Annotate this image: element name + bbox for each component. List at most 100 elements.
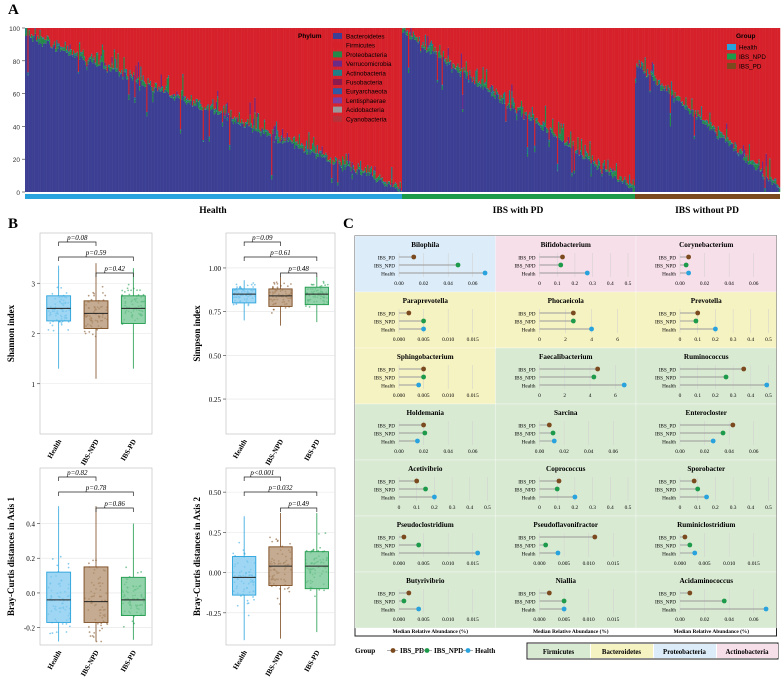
y-tick-label: 40: [13, 124, 21, 131]
row-label: IBS_NPD: [655, 431, 676, 437]
genus-title: Paraprevotella: [403, 297, 449, 305]
y-axis-label: Simpson index: [192, 305, 202, 362]
data-point: [313, 284, 315, 286]
data-point: [283, 283, 285, 285]
data-point: [269, 536, 271, 538]
row-label: IBS_PD: [659, 367, 677, 373]
genus-title: Corynebacterium: [679, 241, 733, 249]
data-point: [289, 543, 291, 545]
genus-title: Bilophila: [411, 241, 439, 249]
legend-label: IBS_PD: [400, 647, 424, 655]
x-tick-label: 4: [589, 393, 592, 399]
lollipop-dot: [695, 487, 700, 492]
genus-title: Ruminiclostridium: [677, 521, 735, 529]
lollipop-dot: [422, 431, 427, 436]
x-tick-label: 0.4: [747, 393, 754, 399]
x-tick-label: 0.2: [712, 505, 719, 511]
lollipop-dot: [415, 439, 420, 444]
row-label: IBS_NPD: [655, 375, 676, 381]
lollipop-dot: [730, 423, 735, 428]
x-tick-label: 0.3: [730, 337, 737, 343]
y-tick-label: 2: [32, 331, 36, 339]
data-point: [323, 589, 325, 591]
row-label: Health: [381, 271, 395, 277]
x-tick-label: 0.1: [554, 281, 561, 287]
data-point: [48, 329, 50, 331]
lollipop-dot: [694, 319, 699, 324]
genus-title: Sporobacter: [687, 465, 726, 473]
legend-label: Euryarchaeota: [346, 89, 387, 96]
row-label: IBS_PD: [378, 367, 396, 373]
x-tick-label: 0.00: [675, 281, 685, 287]
legend-swatch: [333, 42, 342, 48]
row-label: IBS_PD: [518, 423, 536, 429]
y-tick-label: -0.2: [24, 625, 36, 633]
lollipop-dot: [402, 599, 407, 604]
row-label: IBS_PD: [518, 255, 536, 261]
data-point: [88, 562, 90, 564]
row-label: IBS_PD: [659, 479, 677, 485]
x-tick-label: 0.1: [413, 505, 420, 511]
lollipop-dot: [456, 263, 461, 268]
x-tick-label: IBS-NPD: [264, 438, 285, 467]
data-point: [67, 329, 69, 331]
data-point: [66, 623, 68, 625]
lollipop-dot: [722, 599, 727, 604]
lollipop-dot: [686, 271, 691, 276]
group-strip-1: [402, 194, 635, 199]
x-tick-label: 0.5: [625, 281, 632, 287]
lollipop-dot: [622, 383, 627, 388]
x-tick-label: Health: [232, 438, 249, 460]
genus-title: Butyrivibrio: [406, 577, 445, 585]
data-point: [236, 284, 238, 286]
x-tick-label: 0.5: [484, 505, 491, 511]
panel-a-stacked-bars: [25, 28, 780, 192]
data-point: [89, 631, 91, 633]
data-point: [251, 284, 253, 286]
x-tick-label: 0.015: [607, 617, 619, 623]
data-point: [124, 291, 126, 293]
data-point: [56, 631, 58, 633]
x-tick-label: 0.015: [467, 337, 479, 343]
genus-title: Holdemania: [406, 409, 444, 417]
lollipop-dot: [423, 487, 428, 492]
x-tick-label: 0.005: [418, 337, 430, 343]
lollipop-dot: [592, 535, 597, 540]
data-point: [99, 630, 101, 632]
data-point: [276, 281, 278, 283]
lollipop-dot: [557, 479, 562, 484]
x-axis-title: Median Relative Abundance (%): [533, 628, 609, 635]
row-label: IBS_PD: [518, 479, 536, 485]
row-label: IBS_NPD: [514, 431, 535, 437]
data-point: [232, 553, 234, 555]
x-tick-label: 0.005: [558, 617, 570, 623]
genus-title: Acetivibrio: [408, 465, 443, 473]
x-tick-label: 0.5: [765, 337, 772, 343]
lollipop-dot: [562, 599, 567, 604]
lollipop-dot: [591, 375, 596, 380]
phylum-key-label: Firmicutes: [543, 649, 575, 656]
data-point: [288, 591, 290, 593]
data-point: [93, 632, 95, 634]
row-label: IBS_NPD: [374, 599, 395, 605]
box: [305, 287, 328, 304]
row-label: IBS_NPD: [374, 263, 395, 269]
row-label: Health: [662, 551, 676, 557]
lollipop-dot: [558, 263, 563, 268]
legend-swatch: [727, 54, 736, 60]
legend-swatch: [333, 107, 342, 113]
y-tick-label: 100: [9, 26, 20, 33]
row-label: IBS_NPD: [514, 263, 535, 269]
data-point: [93, 293, 95, 295]
genus-title: Pseudoclostridium: [397, 521, 454, 529]
y-tick-label: 0: [16, 190, 20, 197]
